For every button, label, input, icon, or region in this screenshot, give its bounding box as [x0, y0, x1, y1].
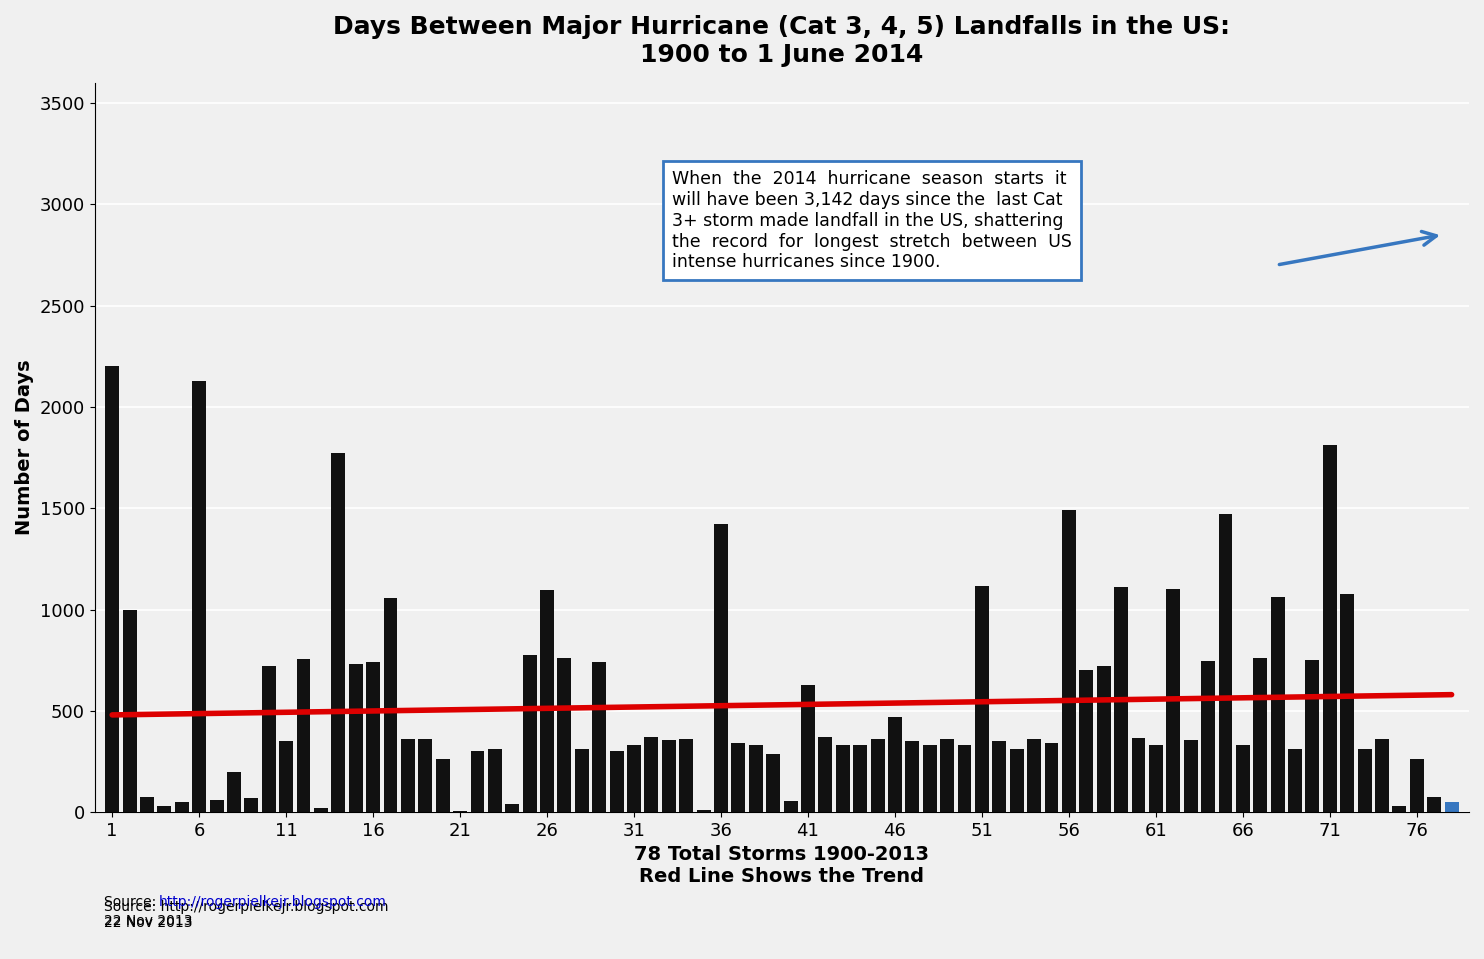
- Bar: [1322, 445, 1337, 812]
- Bar: [1410, 760, 1423, 812]
- Bar: [801, 685, 815, 812]
- Bar: [1270, 597, 1285, 812]
- Bar: [418, 739, 432, 812]
- Bar: [261, 667, 276, 812]
- Bar: [522, 655, 537, 812]
- Bar: [506, 804, 519, 812]
- Bar: [436, 760, 450, 812]
- Bar: [470, 752, 484, 812]
- Text: http://rogerpielkejr.blogspot.com: http://rogerpielkejr.blogspot.com: [159, 896, 387, 909]
- Bar: [574, 749, 589, 812]
- Bar: [227, 772, 240, 812]
- Bar: [401, 739, 416, 812]
- Bar: [644, 737, 659, 812]
- Text: When  the  2014  hurricane  season  starts  it
will have been 3,142 days since t: When the 2014 hurricane season starts it…: [672, 170, 1071, 271]
- Bar: [105, 366, 119, 812]
- Bar: [1254, 658, 1267, 812]
- Bar: [1166, 589, 1180, 812]
- Bar: [975, 586, 988, 812]
- Bar: [279, 741, 292, 812]
- Bar: [1392, 807, 1407, 812]
- Bar: [1114, 587, 1128, 812]
- Bar: [193, 381, 206, 812]
- Bar: [835, 745, 850, 812]
- Title: Days Between Major Hurricane (Cat 3, 4, 5) Landfalls in the US:
1900 to 1 June 2: Days Between Major Hurricane (Cat 3, 4, …: [334, 15, 1230, 67]
- Bar: [1236, 745, 1250, 812]
- Text: Source:: Source:: [104, 896, 160, 909]
- Bar: [732, 743, 745, 812]
- Bar: [383, 598, 398, 812]
- Text: Source: http://rogerpielkejr.blogspot.com
22 Nov 2013: Source: http://rogerpielkejr.blogspot.co…: [104, 901, 389, 930]
- Bar: [367, 663, 380, 812]
- Bar: [714, 525, 729, 812]
- Bar: [297, 659, 310, 812]
- Bar: [766, 755, 781, 812]
- Bar: [853, 745, 867, 812]
- Bar: [1097, 667, 1110, 812]
- Bar: [1079, 670, 1094, 812]
- Bar: [157, 807, 171, 812]
- Bar: [139, 797, 154, 812]
- Bar: [662, 740, 675, 812]
- Bar: [887, 717, 902, 812]
- Bar: [1444, 802, 1459, 812]
- Bar: [1288, 749, 1301, 812]
- Bar: [818, 737, 833, 812]
- Bar: [1027, 739, 1042, 812]
- Bar: [610, 752, 623, 812]
- Bar: [628, 745, 641, 812]
- Bar: [1201, 661, 1215, 812]
- Bar: [349, 665, 362, 812]
- Bar: [784, 801, 797, 812]
- X-axis label: 78 Total Storms 1900-2013
Red Line Shows the Trend: 78 Total Storms 1900-2013 Red Line Shows…: [634, 846, 929, 886]
- Bar: [123, 610, 137, 812]
- Bar: [1358, 749, 1371, 812]
- Bar: [175, 802, 188, 812]
- Bar: [680, 739, 693, 812]
- Bar: [1009, 749, 1024, 812]
- Bar: [993, 741, 1006, 812]
- Y-axis label: Number of Days: Number of Days: [15, 360, 34, 535]
- Bar: [957, 745, 972, 812]
- Bar: [1184, 740, 1198, 812]
- Bar: [696, 810, 711, 812]
- Bar: [923, 745, 936, 812]
- Bar: [1045, 743, 1058, 812]
- Bar: [1149, 745, 1163, 812]
- Bar: [331, 454, 346, 812]
- Bar: [1218, 514, 1232, 812]
- Bar: [941, 739, 954, 812]
- Bar: [749, 745, 763, 812]
- Bar: [558, 658, 571, 812]
- Text: 22 Nov 2013: 22 Nov 2013: [104, 915, 193, 928]
- Bar: [1131, 738, 1146, 812]
- Bar: [1428, 797, 1441, 812]
- Bar: [871, 739, 884, 812]
- Bar: [1376, 739, 1389, 812]
- Bar: [1306, 660, 1319, 812]
- Bar: [209, 800, 224, 812]
- Bar: [245, 798, 258, 812]
- Bar: [1063, 510, 1076, 812]
- Bar: [453, 811, 467, 812]
- Bar: [1340, 595, 1355, 812]
- Bar: [315, 808, 328, 812]
- Bar: [905, 741, 919, 812]
- Bar: [488, 749, 502, 812]
- Bar: [540, 591, 554, 812]
- Bar: [592, 663, 605, 812]
